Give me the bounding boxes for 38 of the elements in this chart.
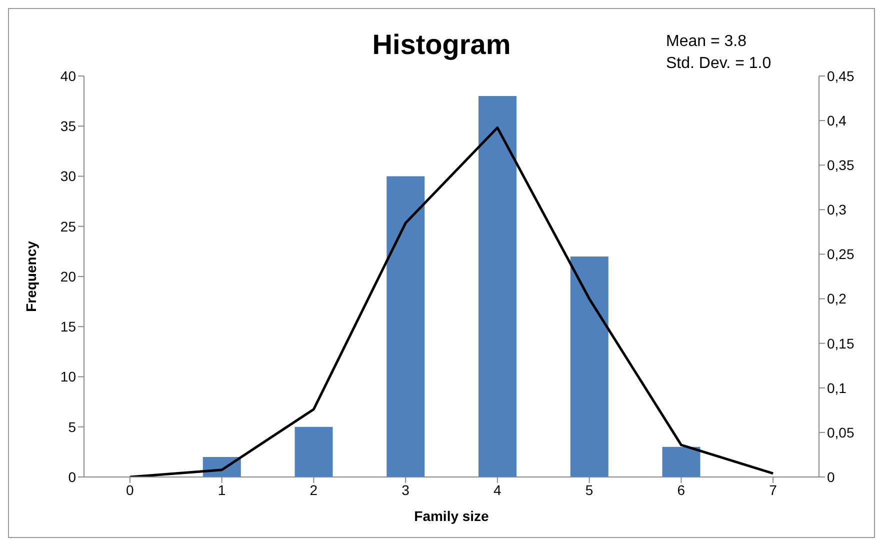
y2-tick-label: 0,25 (827, 246, 854, 262)
y2-tick-label: 0,05 (827, 424, 854, 440)
y-tick-label: 40 (60, 68, 76, 84)
bar (478, 96, 516, 477)
x-tick-label: 4 (494, 482, 502, 498)
y-tick-label: 30 (60, 168, 76, 184)
y-tick-label: 15 (60, 318, 76, 335)
y2-tick-label: 0,35 (827, 157, 854, 174)
chart-title: Histogram (372, 29, 511, 60)
y-axis-title: Frequency (22, 240, 39, 312)
y2-tick-label: 0 (827, 468, 835, 485)
x-tick-label: 3 (402, 482, 410, 498)
bar (570, 256, 608, 477)
x-tick-label: 5 (585, 482, 594, 498)
y-tick-label: 0 (68, 468, 76, 485)
bar (294, 426, 333, 477)
x-tick-label: 1 (218, 482, 226, 498)
x-tick-label: 2 (310, 482, 318, 498)
bar (662, 446, 700, 477)
y-tick-label: 35 (60, 118, 76, 134)
line-series (128, 126, 774, 477)
text: Std. Dev. = 1.0 (666, 54, 772, 74)
y-tick-label: 25 (60, 218, 76, 234)
x-axis-title: Family size (414, 508, 490, 524)
text: Mean = 3.8 (666, 32, 748, 52)
y-tick-label: 10 (60, 368, 76, 385)
y2-tick-label: 0,45 (827, 68, 854, 84)
y2-tick-label: 0,3 (827, 202, 847, 218)
y2-tick-label: 0,1 (827, 380, 847, 396)
y2-tick-label: 0,4 (827, 112, 847, 129)
bar (386, 176, 425, 477)
y-tick-label: 5 (68, 418, 76, 435)
x-tick-label: 7 (769, 482, 778, 498)
x-tick-label: 0 (126, 482, 134, 498)
y2-tick-label: 0,2 (827, 290, 847, 307)
y2-tick-label: 0,15 (827, 335, 854, 352)
y-tick-label: 20 (60, 268, 76, 284)
x-tick-label: 6 (677, 482, 686, 498)
